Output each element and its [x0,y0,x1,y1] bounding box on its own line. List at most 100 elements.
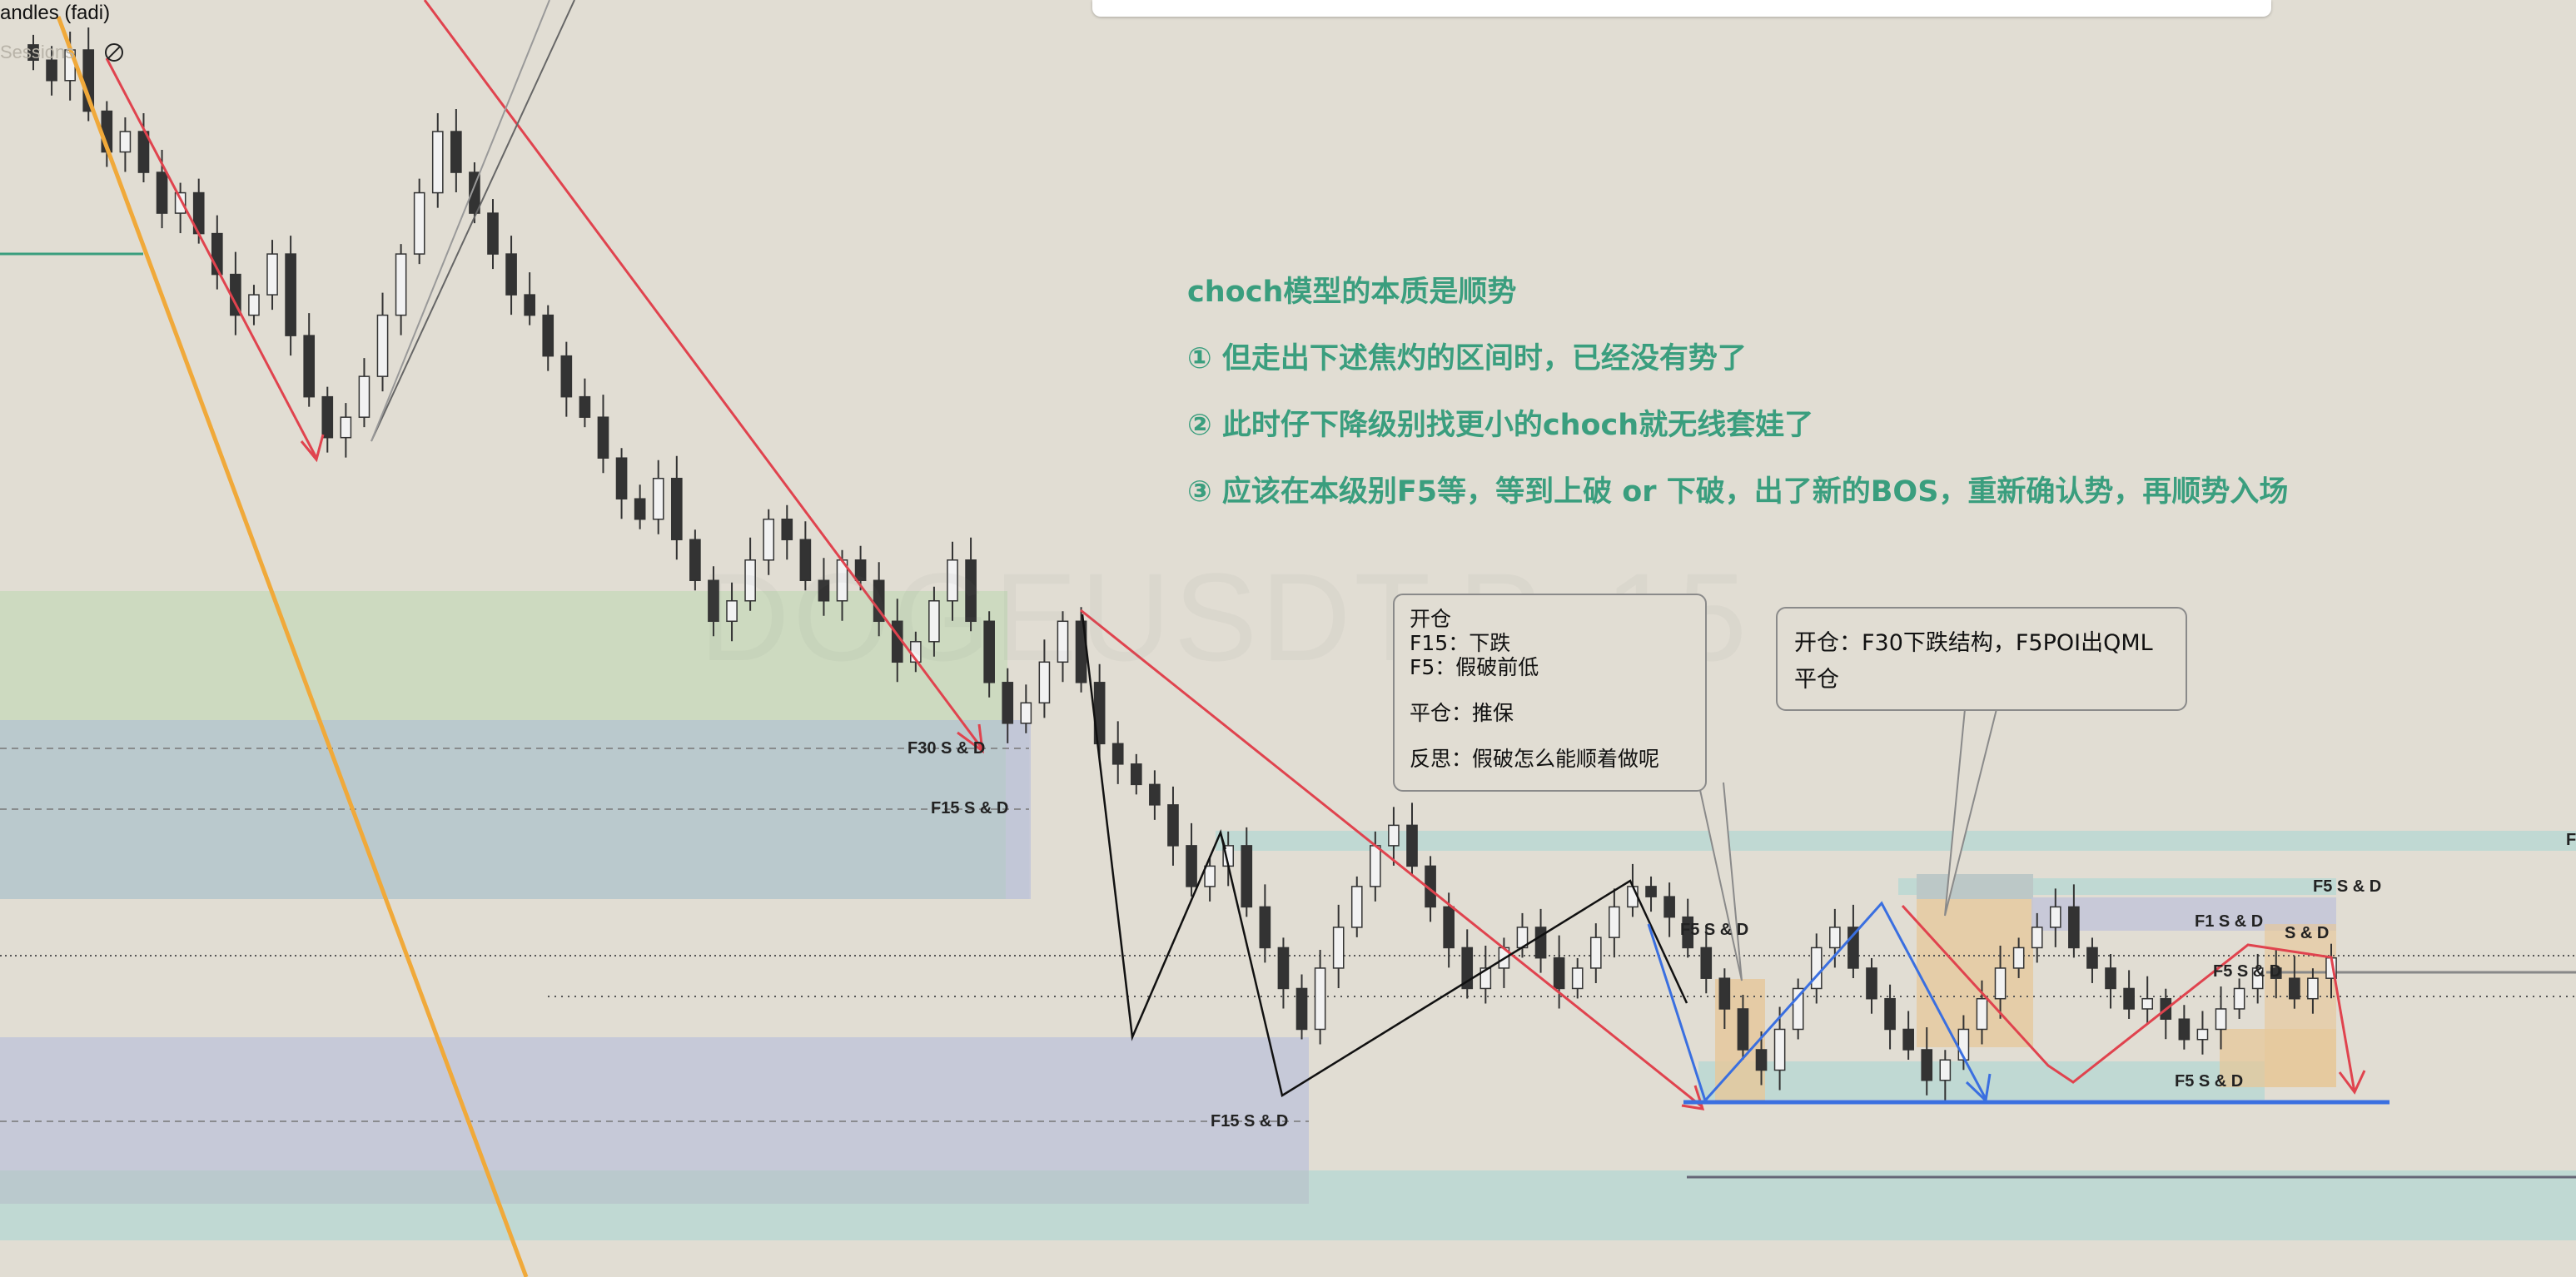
candle [1406,824,1418,867]
candle [376,314,389,377]
candle [2196,1028,2209,1041]
candle [708,579,719,623]
candle [2215,1008,2227,1031]
candle [1479,967,1492,990]
candle [1773,1028,1786,1071]
candle [1810,947,1823,990]
candle [524,294,535,316]
note-line: F15：下跌 [1410,631,1511,655]
candle [321,395,334,439]
red-arrow-2-head [957,723,984,754]
candle [2270,967,2282,979]
sd-label-f15-lower: F15 S & D [1211,1112,1289,1130]
sd-label-f5-right-b: S & D [2285,924,2330,942]
candle [2251,967,2264,990]
candle [2289,977,2300,1000]
candle [1994,967,2007,1000]
candle [928,600,940,643]
candle [1755,1049,1768,1071]
sd-label-f30: F30 S & D [908,739,986,758]
candle [2012,947,2025,969]
candle [1038,661,1051,704]
candle [579,395,591,418]
candle [248,294,260,316]
candle [1645,886,1657,897]
indicator-subtitle: Sessions [0,42,75,62]
candle [358,375,370,418]
candle [1350,886,1363,928]
blue-arrow-head [1965,1073,1992,1104]
candle [689,539,701,582]
candle [1829,927,1841,949]
candle [2068,906,2080,949]
top-toolbar[interactable] [1092,0,2271,17]
visibility-off-icon[interactable] [105,43,123,62]
candle [1663,896,1675,918]
candle [119,131,132,153]
zone-teal-bottom-left [0,1204,1309,1240]
candle [266,253,278,296]
zone-green-upper [0,591,1007,720]
candle [818,579,830,602]
candle [174,191,186,214]
zone-purple-f15-lower [0,1037,1309,1170]
candle [560,355,573,398]
sd-label-f5-right-top: F5 S & D [2313,877,2382,896]
candle [726,600,738,623]
heading-point-3: ③ 应该在本级别F5等，等到上破 or 下破，出了新的BOS，重新确认势，再顺势… [1187,475,2289,509]
zone-blue-right [1917,874,2033,899]
candle [1792,987,1804,1031]
candle [1370,845,1381,887]
sd-label-f1: F1 S & D [2195,912,2264,931]
candle [2141,997,2154,1010]
note-line: 平仓：推保 [1410,701,1514,725]
sd-label-f5-mid: F5 S & D [1680,921,1749,939]
heading-point-2: ② 此时仔下降级别找更小的choch就无线套娃了 [1187,409,1814,442]
candle [1002,682,1014,724]
red-trend-mid [1080,609,1703,1109]
red-arrow-3-head [1681,1085,1705,1111]
callout-right-pointer [1944,708,1997,917]
candle [2233,987,2245,1010]
red-arrow-1-head [300,434,325,463]
sd-label-edge: F [2566,831,2576,849]
candle [652,477,664,520]
candle [542,314,554,357]
candlestick-series [27,27,2337,1101]
candle [137,131,150,173]
candle [1295,987,1308,1031]
candle [1332,927,1345,969]
red-arrow-1 [105,57,318,459]
red-zigzag-right [1901,904,2356,1093]
black-line-to-zone [1220,832,1226,850]
candle [1627,886,1639,908]
candle [469,171,480,214]
candle [1737,1008,1749,1051]
candle [395,253,407,316]
candle [2123,987,2135,1010]
candle [340,416,352,439]
sd-label-f5-bottom: F5 S & D [2175,1072,2244,1091]
note-line: 开仓：F30下跌结构，F5POI出QML [1794,630,2153,656]
candle [1939,1059,1952,1081]
candle [1902,1028,1914,1051]
candle [1167,804,1179,847]
candle [1718,977,1731,1010]
candle [1921,1049,1933,1081]
candle [1388,824,1400,847]
candle [1866,967,1877,1000]
candle [303,335,316,398]
candle [1130,763,1142,786]
heading-main: choch模型的本质是顺势 [1187,276,1517,309]
candle [597,416,609,459]
candle [1204,865,1216,887]
candle [1461,947,1474,990]
candle [46,59,57,82]
candle [1314,967,1326,1031]
candle [431,131,444,194]
candle [505,253,517,296]
candle [1571,967,1584,990]
indicator-title[interactable]: andles (fadi) [0,2,111,24]
candle [27,44,39,62]
